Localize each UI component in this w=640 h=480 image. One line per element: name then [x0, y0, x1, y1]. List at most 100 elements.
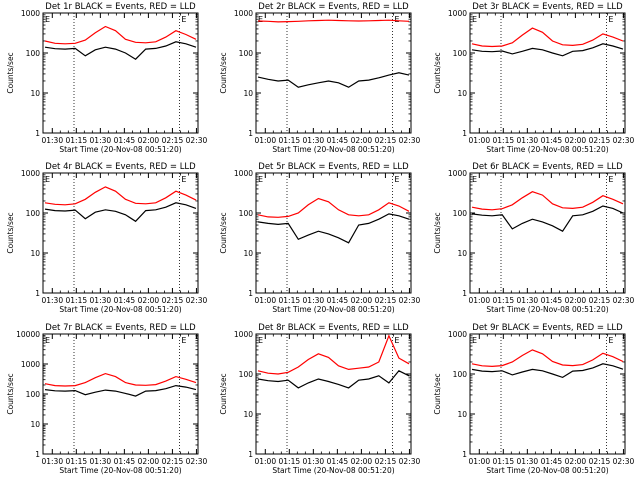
- x-tick-label: 01:45: [327, 136, 349, 145]
- chart-panel-9: Det 9r BLACK = Events, RED = LLD10001001…: [433, 323, 634, 475]
- time-marker-label: E: [608, 15, 613, 24]
- x-tick-label: 01:30: [90, 296, 112, 305]
- x-tick-label: 02:30: [399, 457, 421, 466]
- x-axis-label: Start Time (20-Nov-08 00:51:20): [59, 145, 181, 154]
- x-tick-label: 02:00: [565, 457, 587, 466]
- chart-title: Det 4r BLACK = Events, RED = LLD: [45, 162, 196, 172]
- x-tick-label: 02:00: [138, 296, 160, 305]
- x-tick-label: 01:00: [254, 296, 276, 305]
- x-tick-label: 02:15: [375, 136, 397, 145]
- y-tick-label: 100: [453, 209, 468, 218]
- series-line-lld: [471, 191, 624, 211]
- plot-frame: [42, 172, 199, 294]
- chart-panel-5: Det 5r BLACK = Events, RED = LLD10001001…: [219, 162, 420, 314]
- time-marker-label: E: [608, 175, 613, 184]
- y-tick-label: 1: [248, 450, 253, 459]
- time-marker-label: E: [258, 336, 263, 345]
- y-axis-label: Counts/sec: [433, 212, 442, 253]
- time-marker-label: E: [608, 336, 613, 345]
- x-tick-label: 01:30: [303, 296, 325, 305]
- time-marker-label: E: [45, 336, 50, 345]
- y-axis-label: Counts/sec: [219, 373, 228, 414]
- plot-frame: [469, 333, 626, 455]
- y-tick-label: 100: [239, 370, 254, 379]
- series-line-events: [257, 72, 410, 88]
- y-tick-label: 100: [26, 390, 41, 399]
- chart-title: Det 1r BLACK = Events, RED = LLD: [45, 2, 196, 12]
- y-axis-label: Counts/sec: [6, 52, 15, 93]
- y-tick-label: 100: [26, 49, 41, 58]
- y-tick-label: 1000: [21, 9, 40, 18]
- y-tick-label: 1000: [21, 360, 40, 369]
- time-marker-label: E: [472, 15, 477, 24]
- x-axis-label: Start Time (20-Nov-08 00:51:20): [272, 305, 394, 314]
- x-tick-label: 02:15: [375, 457, 397, 466]
- x-tick-label: 02:00: [351, 457, 373, 466]
- x-tick-label: 01:45: [114, 457, 136, 466]
- time-marker-label: E: [394, 15, 399, 24]
- x-tick-label: 02:30: [399, 296, 421, 305]
- y-tick-label: 10: [457, 249, 467, 258]
- y-tick-label: 1000: [234, 9, 253, 18]
- y-tick-label: 1: [35, 450, 40, 459]
- time-marker-label: E: [181, 15, 186, 24]
- chart-panel-3: Det 3r BLACK = Events, RED = LLD10001001…: [433, 2, 634, 154]
- y-tick-label: 10: [243, 89, 253, 98]
- x-tick-label: 01:15: [66, 296, 88, 305]
- x-tick-label: 01:00: [254, 136, 276, 145]
- series-line-events: [44, 41, 197, 60]
- x-tick-label: 01:15: [279, 296, 301, 305]
- x-tick-label: 02:30: [613, 457, 635, 466]
- y-axis-label: Counts/sec: [433, 373, 442, 414]
- x-tick-label: 01:15: [279, 457, 301, 466]
- plot-frame: [469, 12, 626, 134]
- x-tick-label: 01:15: [66, 136, 88, 145]
- x-axis-label: Start Time (20-Nov-08 00:51:20): [59, 305, 181, 314]
- x-tick-label: 01:30: [90, 136, 112, 145]
- time-marker-label: E: [394, 175, 399, 184]
- x-tick-label: 01:15: [493, 296, 515, 305]
- y-axis-label: Counts/sec: [6, 373, 15, 414]
- chart-title: Det 8r BLACK = Events, RED = LLD: [258, 323, 409, 333]
- x-tick-label: 02:00: [351, 136, 373, 145]
- y-tick-label: 1: [35, 289, 40, 298]
- x-tick-label: 02:00: [351, 296, 373, 305]
- x-tick-label: 01:30: [41, 296, 63, 305]
- x-tick-label: 02:15: [162, 296, 184, 305]
- x-tick-label: 01:30: [41, 136, 63, 145]
- time-marker-label: E: [258, 15, 263, 24]
- time-marker-label: E: [472, 336, 477, 345]
- series-line-lld: [257, 197, 410, 218]
- x-tick-label: 02:15: [162, 457, 184, 466]
- x-tick-label: 02:30: [186, 136, 208, 145]
- y-tick-label: 1: [462, 289, 467, 298]
- y-tick-label: 100: [239, 209, 254, 218]
- x-tick-label: 02:00: [138, 457, 160, 466]
- x-tick-label: 02:30: [399, 136, 421, 145]
- y-tick-label: 1000: [448, 330, 467, 339]
- x-axis-label: Start Time (20-Nov-08 00:51:20): [272, 145, 394, 154]
- x-tick-label: 01:30: [517, 457, 539, 466]
- y-axis-label: Counts/sec: [433, 52, 442, 93]
- y-tick-label: 1000: [448, 9, 467, 18]
- y-axis-label: Counts/sec: [219, 212, 228, 253]
- time-marker-label: E: [45, 175, 50, 184]
- x-tick-label: 01:00: [468, 457, 490, 466]
- x-tick-label: 01:30: [517, 296, 539, 305]
- chart-title: Det 6r BLACK = Events, RED = LLD: [472, 162, 623, 172]
- time-marker-label: E: [181, 175, 186, 184]
- series-line-lld: [471, 27, 624, 48]
- plot-frame: [255, 12, 412, 134]
- x-tick-label: 01:45: [114, 136, 136, 145]
- series-line-events: [471, 363, 624, 379]
- y-tick-label: 1000: [448, 169, 467, 178]
- x-tick-label: 02:00: [565, 296, 587, 305]
- y-tick-label: 1: [462, 450, 467, 459]
- series-line-lld: [257, 334, 410, 375]
- time-marker-label: E: [394, 336, 399, 345]
- y-tick-label: 100: [453, 370, 468, 379]
- y-tick-label: 10: [243, 410, 253, 419]
- chart-title: Det 5r BLACK = Events, RED = LLD: [258, 162, 409, 172]
- x-tick-label: 01:30: [303, 457, 325, 466]
